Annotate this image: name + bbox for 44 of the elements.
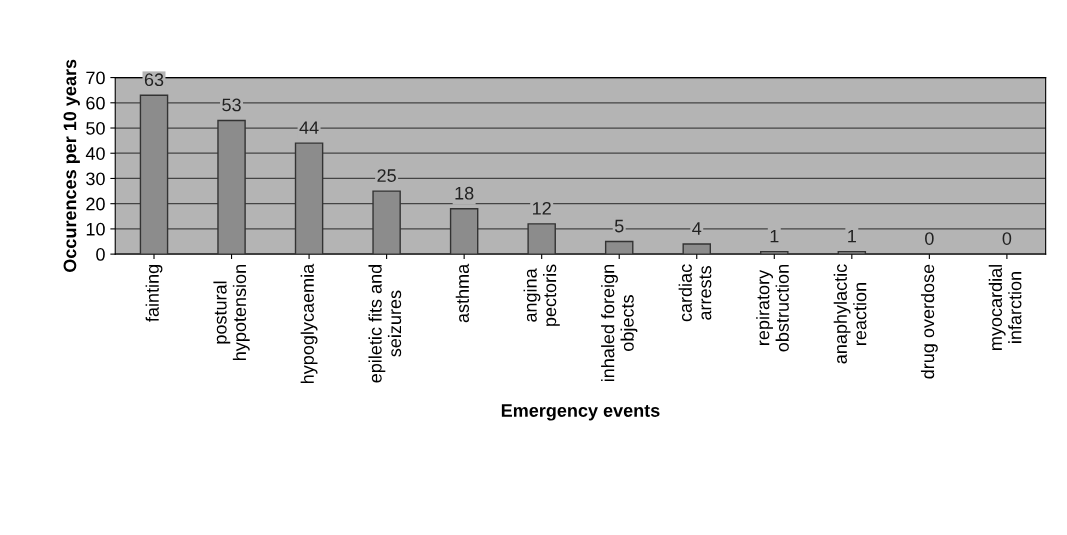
y-axis-title: Occurences per 10 years — [63, 59, 80, 272]
y-tick-label: 10 — [86, 222, 105, 236]
bar — [372, 190, 401, 255]
x-tick-label: asthma — [455, 263, 469, 323]
data-label: 63 — [144, 73, 164, 87]
y-tick-label: 60 — [86, 96, 105, 110]
bar — [527, 223, 556, 255]
x-tick-label: angina pectoris — [523, 264, 560, 326]
x-tick-label: repiratory obstruction — [756, 265, 789, 352]
data-label: 1 — [848, 229, 856, 243]
x-tick-label: epiletic fits and seizures — [368, 265, 402, 383]
y-tick-label: 40 — [85, 147, 105, 160]
x-tick-label: fainting — [145, 265, 163, 322]
x-axis-title: Emergency events — [501, 404, 660, 421]
data-label: 1 — [770, 229, 779, 243]
y-tick-label: 0 — [96, 248, 105, 261]
x-tick-label: myocardial infarction — [988, 265, 1022, 350]
data-label: 5 — [614, 219, 624, 233]
x-tick-label: cardiac arrests — [678, 264, 712, 322]
data-label: 4 — [692, 222, 702, 235]
x-tick-label: anaphylactic reaction — [833, 264, 867, 364]
bar — [760, 250, 789, 255]
bar — [604, 240, 634, 255]
bar — [217, 119, 246, 255]
data-label: 53 — [222, 98, 241, 112]
x-tick-label: drug overdose — [920, 264, 938, 379]
x-tick-label: hypoglycaemia — [300, 263, 318, 384]
bar — [139, 94, 169, 255]
y-tick-label: 30 — [86, 172, 105, 186]
bar — [449, 208, 479, 255]
data-label: 25 — [377, 169, 396, 182]
y-tick-label: 70 — [86, 71, 105, 85]
data-label: 0 — [925, 232, 934, 245]
data-label: 44 — [299, 121, 319, 134]
x-tick-label: postural hypotension — [213, 265, 250, 360]
data-label: 18 — [455, 186, 474, 200]
bar — [837, 250, 867, 255]
data-label: 0 — [1002, 232, 1012, 245]
bar — [682, 243, 712, 255]
x-tick-label: inhaled foreign objects — [601, 265, 638, 382]
data-label: 12 — [533, 201, 551, 215]
bar — [294, 142, 324, 255]
y-tick-label: 50 — [86, 121, 105, 135]
y-tick-label: 20 — [86, 197, 105, 211]
